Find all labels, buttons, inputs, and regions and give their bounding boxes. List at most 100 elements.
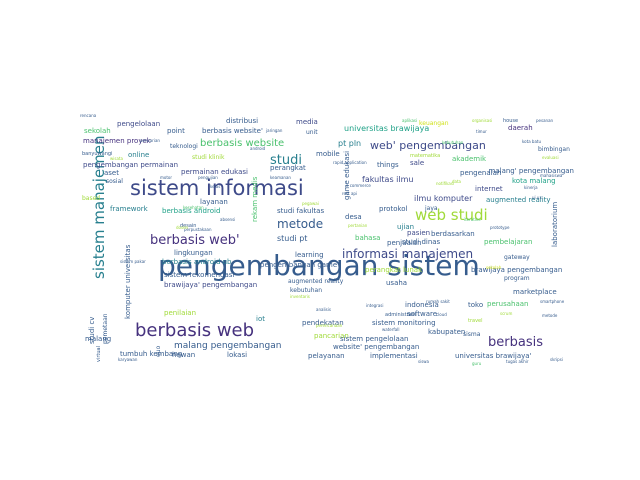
word-57: gateway — [504, 254, 530, 261]
word-100: banyuwangi — [82, 151, 113, 157]
word-104: matematika — [410, 153, 441, 159]
word-150: karyawan — [118, 357, 138, 362]
word-94: komputer universitas — [124, 244, 132, 319]
word-77: iot — [256, 315, 265, 323]
word-96: studi cv — [88, 316, 96, 344]
word-151: siswa — [418, 359, 430, 364]
word-136: sistem pakar — [120, 259, 146, 264]
word-50: desa — [345, 213, 362, 221]
word-157: rencana — [80, 113, 97, 118]
word-16: distribusi — [226, 117, 259, 125]
word-109: organisasi — [472, 118, 493, 123]
word-21: manajemen proyek — [83, 137, 151, 145]
word-73: marketplace — [513, 288, 557, 296]
word-51: ujian — [397, 223, 415, 231]
word-24: point — [167, 127, 185, 135]
word-110: aplikasi — [402, 118, 418, 123]
word-25: studi klinik — [192, 154, 225, 161]
word-91: universitas brawijaya' — [455, 352, 532, 360]
word-18: berbasis website' — [202, 127, 263, 135]
word-71: indonesia — [405, 301, 439, 309]
word-22: sekolah — [84, 127, 111, 135]
word-65: berbasis android ub — [162, 258, 232, 266]
word-66: sistem rekomendasi — [164, 271, 235, 279]
word-75: software — [407, 310, 438, 318]
word-67: brawijaya' pengembangan — [164, 281, 258, 289]
word-74: perusahaan — [487, 300, 529, 308]
word-6: informasi manajemen — [342, 247, 474, 261]
word-43: augmented reality — [486, 196, 551, 204]
word-130: keamanan — [270, 175, 291, 180]
word-114: rumah sakit — [426, 299, 450, 304]
word-118: smartphone — [540, 299, 565, 304]
word-128: rapid application — [333, 160, 367, 165]
word-5: berbasis web' — [150, 233, 240, 248]
word-152: guru — [472, 361, 482, 366]
word-23: online — [128, 151, 150, 159]
word-155: dosen — [176, 225, 189, 230]
word-14: pt pln — [338, 139, 362, 148]
word-112: kelas — [210, 184, 221, 189]
word-98: keuangan — [419, 120, 449, 127]
word-127: android — [250, 146, 266, 151]
word-139: ui ux — [532, 195, 542, 200]
word-88: lokasi — [227, 351, 248, 359]
word-55: studi dinas — [402, 238, 441, 246]
word-63: brawijaya pengembangan — [471, 266, 563, 274]
word-146: notifikasi — [436, 181, 455, 186]
word-62: perangkat lunak — [365, 266, 423, 274]
word-108: pesanan — [536, 118, 554, 123]
word-72: toko — [468, 301, 484, 309]
word-39: internet — [475, 185, 503, 193]
word-40: pengenalan — [460, 169, 502, 177]
word-131: data — [452, 179, 462, 184]
word-12: malang pengembangan — [174, 341, 282, 351]
word-58: studi pt — [277, 234, 308, 243]
word-76: penilaian — [164, 309, 197, 317]
word-133: jaringan — [266, 128, 283, 133]
word-89: pelayanan — [308, 352, 345, 360]
word-34: permainan edukasi — [181, 168, 248, 176]
word-35: fakultas ilmu — [362, 175, 414, 184]
word-17: media — [296, 118, 318, 126]
word-85: website' pengembangan — [333, 343, 420, 351]
word-99: teknologi — [170, 143, 198, 150]
word-32: aset — [104, 169, 119, 177]
word-141: iterative — [464, 217, 481, 222]
word-15: pengelolaan — [117, 120, 161, 128]
word-116: cloud — [436, 312, 447, 317]
word-87: hewan — [172, 351, 196, 359]
word-45: layanan — [200, 198, 228, 206]
word-123: integrasi — [366, 303, 384, 308]
word-111: pencarian — [140, 138, 160, 143]
word-83: sistem pengelolaan — [340, 335, 409, 343]
word-92: rekam medis — [251, 176, 259, 222]
word-20: mobile — [316, 150, 340, 158]
word-144: waterfall — [382, 327, 400, 332]
word-113: wisata — [110, 156, 123, 161]
word-124: analisis — [316, 307, 331, 312]
word-0: pengembangan sistem — [158, 249, 480, 282]
word-2: berbasis web — [135, 320, 255, 341]
word-27: daerah — [508, 124, 533, 132]
word-120: kebutuhan — [442, 140, 464, 145]
word-29: malang' pengembangan — [488, 167, 574, 175]
word-47: studi fakultas — [277, 207, 325, 215]
word-70: kebutuhan — [290, 287, 323, 294]
word-102: quo — [155, 345, 162, 357]
word-137: perpustakaan — [184, 227, 212, 232]
word-145: rest api — [342, 191, 358, 196]
word-61: pengembangan game — [260, 261, 338, 269]
word-8: studi — [270, 153, 302, 168]
word-9: metode — [277, 217, 324, 231]
word-138: perencanaan — [316, 323, 343, 328]
word-1: sistem informasi — [130, 176, 304, 200]
word-81: malang — [85, 335, 112, 343]
word-7: berbasis — [488, 335, 543, 350]
word-52: penjualan — [387, 239, 422, 247]
word-95: laboratorium — [551, 201, 559, 247]
word-140: e commerce — [346, 183, 371, 188]
word-28: akademik — [452, 155, 487, 163]
word-129: kesehatan — [183, 205, 204, 210]
word-59: learning — [295, 251, 324, 259]
